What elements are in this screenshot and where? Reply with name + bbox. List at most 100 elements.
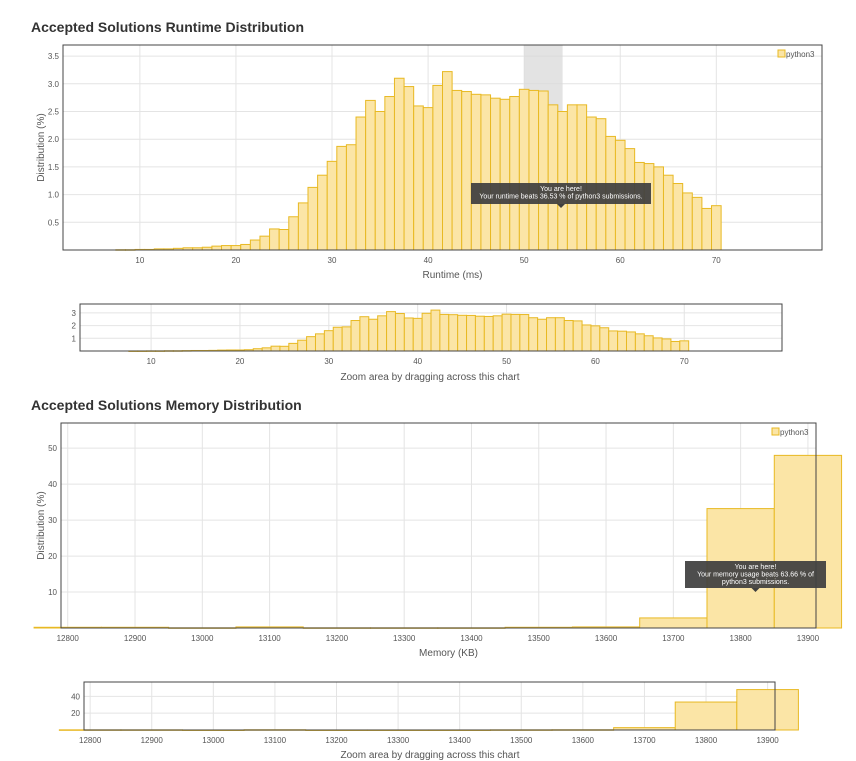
memory-zoom-bar <box>736 689 799 731</box>
runtime-zoom-bar <box>617 330 627 352</box>
runtime-zoom-bar <box>501 313 512 352</box>
memory-xtick-label: 12800 <box>57 634 80 643</box>
runtime-bar <box>326 160 338 251</box>
memory-section-title: Accepted Solutions Memory Distribution <box>31 397 302 413</box>
runtime-legend-label: python3 <box>786 50 815 59</box>
memory-zoom-xtick-label: 13500 <box>510 736 533 745</box>
runtime-zoom-bar <box>572 320 583 352</box>
runtime-zoom-bar <box>279 345 290 352</box>
memory-zoom-xtick-label: 12900 <box>141 736 164 745</box>
runtime-bar <box>499 98 511 251</box>
runtime-bar <box>538 90 549 251</box>
memory-zoom-chart[interactable]: 12800 12900 13000 13100 13200 13300 13400 13500… <box>58 681 799 745</box>
runtime-zoom-chart[interactable]: 10 20 30 40 50 60 70 1 2 3 <box>72 303 783 366</box>
runtime-zoom-bar <box>466 314 476 352</box>
runtime-zoom-bar <box>608 330 619 352</box>
runtime-bar <box>528 89 540 251</box>
runtime-bar <box>269 228 280 251</box>
memory-zoom-plot-frame <box>83 681 776 731</box>
runtime-bar <box>643 163 655 251</box>
runtime-bar <box>259 235 271 251</box>
memory-tooltip-pointer <box>751 588 760 592</box>
runtime-zoom-bar <box>528 317 539 352</box>
runtime-bar <box>432 84 443 251</box>
memory-chart: 12800 12900 13000 13100 13200 13300 13400 13500… <box>33 422 843 659</box>
runtime-bar <box>470 93 482 251</box>
runtime-xtick-label: 70 <box>712 256 721 265</box>
runtime-bar <box>211 245 223 251</box>
runtime-zoom-xtick-label: 40 <box>413 357 422 366</box>
runtime-zoom-ytick-label: 2 <box>72 322 77 331</box>
runtime-zoom-bar <box>457 314 468 352</box>
runtime-bar <box>413 105 424 251</box>
runtime-section-title: Accepted Solutions Runtime Distribution <box>31 19 305 35</box>
runtime-zoom-bar <box>679 340 690 352</box>
runtime-bar <box>547 104 559 251</box>
runtime-bar <box>711 205 722 251</box>
memory-zoom-ytick-label: 20 <box>71 709 80 718</box>
runtime-bar <box>230 245 242 251</box>
runtime-zoom-bar <box>546 317 556 352</box>
runtime-zoom-bar <box>599 327 610 352</box>
runtime-chart: 10 20 30 40 50 60 70 0.5 1.0 1.5 2.0 2.5 3.0 3.5 Runti… <box>36 44 823 281</box>
memory-tooltip: You are here!Your memory usage beats 63.… <box>685 561 826 592</box>
runtime-zoom-bar <box>323 330 334 352</box>
runtime-zoom-bar <box>350 320 361 352</box>
memory-tooltip-line: You are here! <box>735 564 777 571</box>
runtime-zoom-bar <box>661 338 672 352</box>
runtime-zoom-bar <box>448 314 459 352</box>
runtime-ytick-label: 1.0 <box>48 191 60 200</box>
runtime-bar <box>490 97 501 251</box>
runtime-xtick-label: 30 <box>328 256 337 265</box>
memory-ylabel: Distribution (%) <box>36 491 47 559</box>
runtime-zoom-caption: Zoom area by dragging across this chart <box>341 372 520 383</box>
runtime-bar <box>336 145 347 251</box>
memory-ytick-label: 50 <box>48 444 57 453</box>
runtime-zoom-bar <box>377 315 388 352</box>
memory-xtick-label: 13500 <box>528 634 551 643</box>
runtime-bar <box>345 144 357 251</box>
memory-zoom-xtick-label: 13300 <box>387 736 410 745</box>
runtime-ytick-label: 2.5 <box>48 107 60 116</box>
runtime-zoom-xtick-label: 20 <box>235 357 244 366</box>
runtime-bar <box>393 77 405 251</box>
runtime-zoom-bar <box>634 333 645 352</box>
runtime-tooltip: You are here!Your runtime beats 36.53 % … <box>471 183 651 208</box>
memory-zoom-xtick-label: 13400 <box>449 736 472 745</box>
memory-xtick-label: 13000 <box>191 634 214 643</box>
memory-xtick-label: 13800 <box>730 634 753 643</box>
runtime-bar <box>653 166 664 251</box>
runtime-bar <box>355 116 367 251</box>
runtime-ytick-label: 3.5 <box>48 52 60 61</box>
runtime-zoom-bar <box>386 311 396 352</box>
runtime-zoom-bar <box>394 313 405 352</box>
runtime-zoom-bar <box>430 309 441 352</box>
runtime-bar <box>634 161 645 251</box>
runtime-zoom-bar <box>483 315 494 352</box>
runtime-zoom-xtick-label: 50 <box>502 357 511 366</box>
runtime-tooltip-line: You are here! <box>540 186 582 193</box>
memory-xtick-label: 13100 <box>258 634 281 643</box>
runtime-zoom-bar <box>341 326 352 352</box>
memory-tooltip-line: python3 submissions. <box>722 579 789 586</box>
runtime-bar <box>317 174 328 251</box>
runtime-tooltip-pointer <box>557 204 565 208</box>
runtime-zoom-bar <box>314 333 325 352</box>
runtime-zoom-bar <box>625 331 636 352</box>
runtime-bar <box>461 91 472 251</box>
runtime-xlabel: Runtime (ms) <box>422 270 482 281</box>
runtime-zoom-bar <box>474 315 485 352</box>
runtime-zoom-bar <box>270 345 281 352</box>
runtime-zoom-bar <box>288 342 299 352</box>
memory-zoom-xtick-label: 13200 <box>325 736 348 745</box>
runtime-bar <box>297 202 309 251</box>
memory-zoom-bar <box>674 701 738 731</box>
runtime-zoom-bar <box>297 339 308 352</box>
runtime-zoom-bar <box>439 313 450 352</box>
runtime-bar <box>240 243 251 251</box>
memory-zoom-xtick-label: 13700 <box>633 736 656 745</box>
runtime-zoom-bar <box>643 335 654 352</box>
memory-bar <box>639 617 708 629</box>
memory-xtick-label: 13400 <box>460 634 483 643</box>
